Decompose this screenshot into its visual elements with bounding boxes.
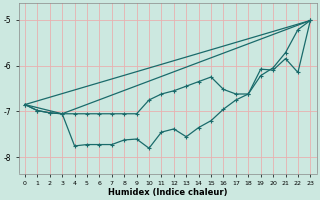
X-axis label: Humidex (Indice chaleur): Humidex (Indice chaleur) [108,188,228,197]
